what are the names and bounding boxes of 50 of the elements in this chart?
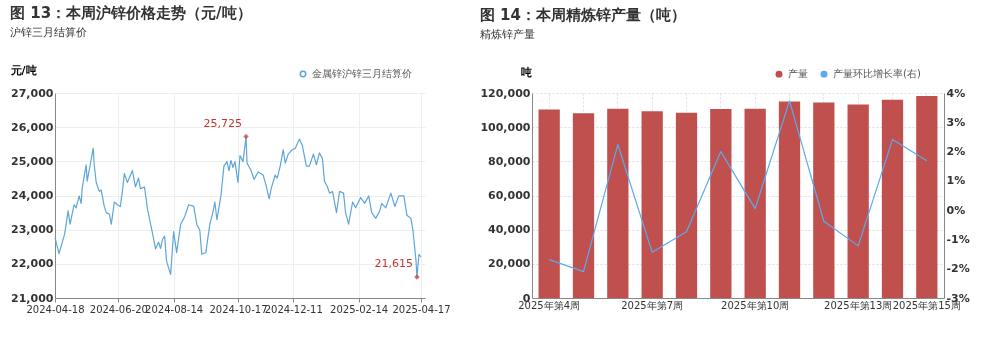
y2-tick-label: 0% (946, 203, 966, 217)
bar (641, 111, 663, 298)
bar (607, 108, 629, 298)
y-tick-label: 40,000 (488, 223, 531, 237)
annotation: 21,615 (374, 256, 413, 270)
y-tick-label: 100,000 (480, 120, 531, 134)
bar (538, 109, 560, 298)
bar (916, 96, 938, 298)
bar (778, 101, 801, 298)
chart-title: 图 13：本周沪锌价格走势（元/吨） (10, 4, 252, 22)
chart-subtitle: 精炼锌产量 (479, 28, 535, 41)
legend-label: 产量环比增长率(右) (833, 68, 921, 80)
y2-tick-label: 1% (946, 174, 966, 188)
bar (813, 102, 835, 298)
chart-title: 图 14：本周精炼锌产量（吨） (479, 6, 687, 24)
x-tick-label: 2025年第7周 (621, 299, 684, 311)
y-tick-label: 26,000 (11, 120, 54, 134)
y-tick-label: 23,000 (11, 223, 54, 237)
x-tick-label: 2025年第10周 (721, 299, 790, 311)
y-axis-title: 吨 (520, 65, 532, 79)
y-axis-title: 元/吨 (9, 63, 37, 77)
y2-tick-label: -2% (946, 262, 970, 276)
chart-subtitle: 沪锌三月结算价 (10, 26, 87, 39)
bar (847, 104, 869, 298)
y-tick-label: 60,000 (488, 189, 531, 202)
y-tick-label: 27,000 (11, 86, 54, 100)
line-series (548, 100, 928, 273)
y-tick-label: 25,000 (11, 154, 54, 168)
bar (710, 109, 732, 298)
bar (881, 99, 904, 298)
y-tick-label: 20,000 (488, 257, 531, 271)
y2-tick-label: 4% (946, 86, 966, 100)
bar (744, 108, 766, 298)
y2-tick-label: 2% (946, 145, 966, 159)
y-tick-label: 80,000 (488, 154, 531, 168)
y2-tick-label: 3% (946, 115, 966, 129)
x-tick-label: 2024-04-18 (26, 303, 85, 315)
y-tick-label: 21,000 (11, 291, 54, 305)
x-tick-label: 2025年第13周 (824, 299, 893, 311)
x-tick-label: 2025-04-17 (392, 303, 451, 315)
legend-label: 产量 (788, 68, 808, 80)
bar (572, 113, 595, 298)
y-tick-label: 120,000 (480, 86, 531, 100)
y-tick-label: 22,000 (11, 257, 54, 271)
bar (675, 112, 698, 298)
x-tick-label: 2025-02-14 (330, 303, 389, 315)
annotation: 25,725 (203, 116, 243, 130)
y-tick-label: 24,000 (11, 189, 54, 202)
y2-tick-label: -1% (946, 232, 970, 246)
legend-label: 金属锌沪锌三月结算价 (312, 68, 412, 79)
